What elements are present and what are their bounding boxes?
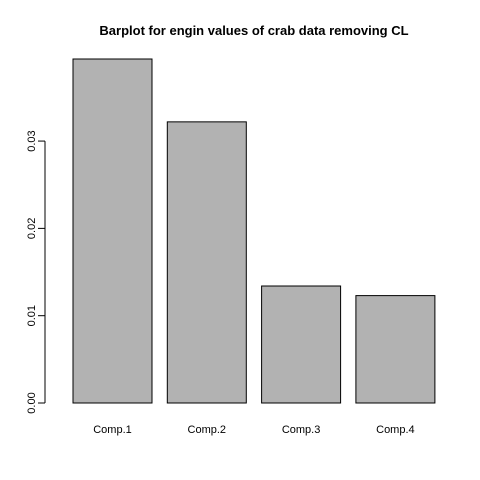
x-tick-label: Comp.2 <box>188 424 227 436</box>
chart-title: Barplot for engin values of crab data re… <box>99 23 408 38</box>
x-tick-label: Comp.4 <box>376 424 415 436</box>
bar-comp-1 <box>72 58 153 404</box>
x-tick-label: Comp.3 <box>282 424 321 436</box>
y-axis: 0.00 0.01 0.02 0.03 <box>26 130 46 414</box>
y-tick-label: 0.01 <box>26 305 38 326</box>
bar-comp-4 <box>355 295 436 404</box>
bars-group <box>72 58 436 404</box>
y-tick-label: 0.03 <box>26 130 38 151</box>
x-axis-labels: Comp.1 Comp.2 Comp.3 Comp.4 <box>93 424 414 436</box>
x-tick-label: Comp.1 <box>93 424 132 436</box>
bar-comp-2 <box>166 121 247 404</box>
bar-comp-3 <box>261 285 342 404</box>
y-tick-label: 0.02 <box>26 218 38 239</box>
y-tick-label: 0.00 <box>26 392 38 413</box>
